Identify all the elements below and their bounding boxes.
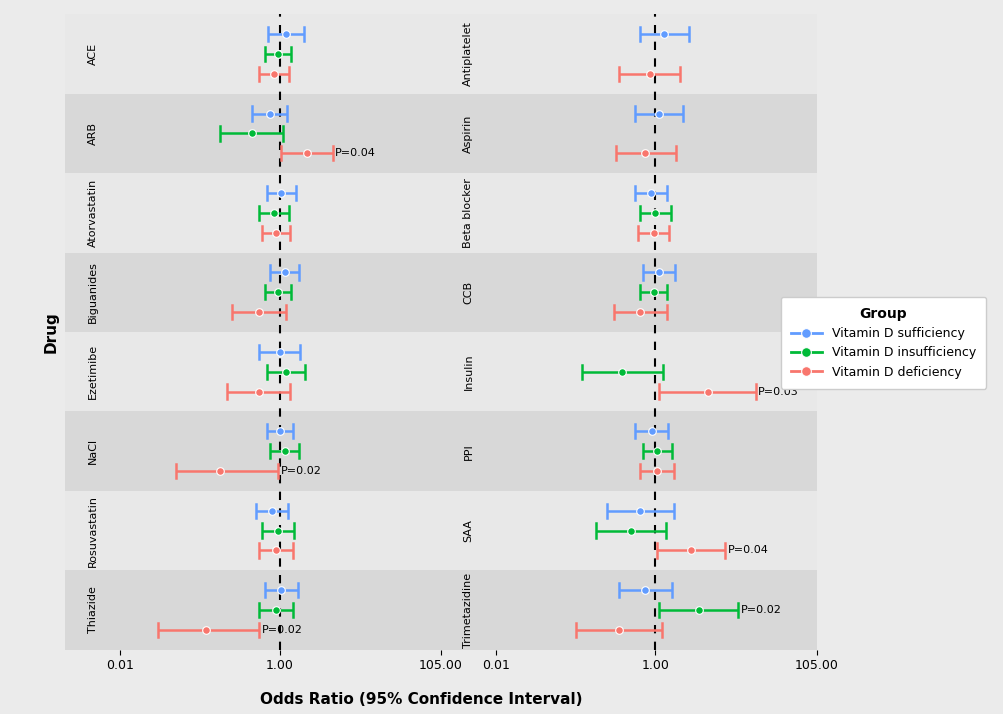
Text: Thiazide: Thiazide bbox=[87, 587, 97, 633]
Bar bbox=[440, 94, 495, 173]
Bar bbox=[120, 570, 440, 650]
Bar bbox=[120, 491, 440, 570]
Text: P=0.04: P=0.04 bbox=[727, 545, 768, 555]
Bar bbox=[120, 253, 440, 332]
Bar bbox=[65, 14, 120, 94]
Bar bbox=[440, 14, 495, 94]
Text: ACE: ACE bbox=[87, 43, 97, 65]
Bar bbox=[65, 491, 120, 570]
Bar bbox=[120, 14, 440, 94]
Text: P=0.02: P=0.02 bbox=[740, 605, 781, 615]
Bar bbox=[120, 94, 440, 173]
Bar bbox=[495, 411, 815, 491]
Bar bbox=[495, 253, 815, 332]
Bar bbox=[440, 491, 495, 570]
Text: P=0.04: P=0.04 bbox=[335, 149, 376, 159]
Y-axis label: Drug: Drug bbox=[43, 311, 58, 353]
Bar bbox=[440, 570, 495, 650]
Bar bbox=[65, 411, 120, 491]
Bar bbox=[495, 332, 815, 411]
Legend: Vitamin D sufficiency, Vitamin D insufficiency, Vitamin D deficiency: Vitamin D sufficiency, Vitamin D insuffi… bbox=[780, 297, 985, 388]
Bar bbox=[495, 94, 815, 173]
Bar bbox=[65, 173, 120, 253]
Text: P=0.02: P=0.02 bbox=[280, 466, 321, 476]
Bar bbox=[65, 332, 120, 411]
Text: Biguanides: Biguanides bbox=[87, 261, 97, 323]
Bar bbox=[440, 411, 495, 491]
Bar bbox=[65, 94, 120, 173]
Bar bbox=[65, 570, 120, 650]
Bar bbox=[440, 173, 495, 253]
Text: ARB: ARB bbox=[87, 122, 97, 145]
Text: Ezetimibe: Ezetimibe bbox=[87, 344, 97, 399]
Bar bbox=[120, 411, 440, 491]
Text: Rosuvastatin: Rosuvastatin bbox=[87, 495, 97, 567]
Text: Atorvastatin: Atorvastatin bbox=[87, 178, 97, 247]
Bar bbox=[495, 570, 815, 650]
Text: P=0.03: P=0.03 bbox=[757, 386, 798, 396]
Text: Aspirin: Aspirin bbox=[463, 114, 473, 153]
Text: Antiplatelet: Antiplatelet bbox=[463, 21, 473, 86]
Bar bbox=[65, 253, 120, 332]
Text: P=0.02: P=0.02 bbox=[262, 625, 302, 635]
Bar bbox=[440, 253, 495, 332]
Bar bbox=[120, 332, 440, 411]
Text: CCB: CCB bbox=[463, 281, 473, 304]
Text: Beta blocker: Beta blocker bbox=[463, 178, 473, 248]
Bar bbox=[495, 491, 815, 570]
Text: SAA: SAA bbox=[463, 519, 473, 542]
Text: NaCl: NaCl bbox=[87, 438, 97, 464]
Bar bbox=[495, 173, 815, 253]
Bar bbox=[120, 173, 440, 253]
Text: PPI: PPI bbox=[463, 443, 473, 460]
Bar bbox=[440, 332, 495, 411]
Text: Odds Ratio (95% Confidence Interval): Odds Ratio (95% Confidence Interval) bbox=[260, 692, 583, 707]
Bar bbox=[495, 14, 815, 94]
Text: Insulin: Insulin bbox=[463, 353, 473, 390]
Text: Trimetazidine: Trimetazidine bbox=[463, 573, 473, 648]
